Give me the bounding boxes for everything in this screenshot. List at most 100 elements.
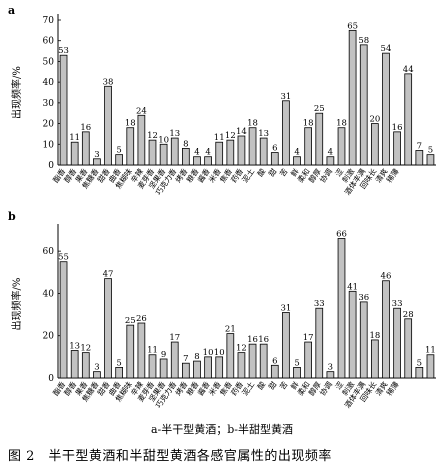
panel-letter-b: b bbox=[8, 210, 16, 223]
data-label: 11 bbox=[69, 133, 80, 143]
bar bbox=[304, 127, 312, 166]
legend-note: a-半干型黄酒；b-半甜型黄酒 bbox=[150, 423, 294, 436]
bar bbox=[371, 339, 379, 379]
data-label: 5 bbox=[116, 358, 121, 368]
bar bbox=[126, 324, 135, 379]
category-label: 泥土 bbox=[239, 379, 256, 397]
data-label: 17 bbox=[303, 333, 314, 343]
bar bbox=[70, 350, 79, 379]
bar bbox=[93, 158, 101, 166]
data-label: 10 bbox=[214, 348, 225, 358]
data-label: 8 bbox=[183, 139, 188, 149]
bar bbox=[170, 137, 179, 166]
data-label: 25 bbox=[125, 316, 136, 326]
y-tick-label: 70 bbox=[43, 16, 55, 26]
bar bbox=[193, 156, 201, 166]
category-label: 酸 bbox=[255, 166, 268, 178]
panel-letter-a: a bbox=[8, 4, 15, 17]
data-label: 55 bbox=[58, 253, 69, 263]
data-label: 10 bbox=[158, 135, 169, 145]
bar bbox=[126, 127, 135, 166]
data-label: 18 bbox=[247, 119, 258, 129]
figure-caption: 图 2 半干型黄酒和半甜型黄酒各感官属性的出现频率 bbox=[8, 449, 332, 464]
data-label: 18 bbox=[125, 119, 136, 129]
y-tick-label: 30 bbox=[43, 99, 55, 109]
data-label: 5 bbox=[428, 146, 433, 156]
bar bbox=[59, 54, 68, 166]
bar bbox=[215, 141, 224, 166]
bar bbox=[270, 152, 279, 166]
bar bbox=[193, 360, 201, 379]
bar bbox=[304, 341, 312, 379]
bar bbox=[159, 358, 168, 379]
data-label: 38 bbox=[103, 77, 114, 87]
data-label: 17 bbox=[169, 333, 180, 343]
bar bbox=[393, 131, 401, 166]
bar bbox=[81, 131, 90, 166]
bar bbox=[315, 307, 324, 379]
bar bbox=[326, 156, 335, 166]
bar bbox=[170, 341, 179, 379]
data-label: 12 bbox=[236, 344, 247, 354]
data-label: 14 bbox=[236, 127, 247, 137]
data-label: 18 bbox=[369, 331, 380, 341]
bar bbox=[382, 280, 390, 379]
bar bbox=[315, 112, 324, 166]
bar bbox=[404, 73, 413, 166]
data-label: 16 bbox=[258, 335, 269, 345]
category-label: 泥土 bbox=[239, 166, 256, 184]
bar bbox=[226, 139, 235, 166]
bar bbox=[104, 85, 112, 166]
bar bbox=[348, 290, 357, 379]
category-label: 涩 bbox=[333, 167, 345, 179]
data-label: 16 bbox=[247, 335, 258, 345]
data-label: 18 bbox=[303, 119, 314, 129]
data-label: 4 bbox=[294, 148, 299, 158]
data-label: 25 bbox=[314, 104, 325, 114]
data-label: 13 bbox=[169, 129, 180, 139]
data-label: 18 bbox=[336, 119, 347, 129]
data-label: 46 bbox=[381, 272, 392, 282]
bar bbox=[404, 318, 413, 379]
bar bbox=[293, 367, 301, 379]
y-axis-label: 出现频率/% bbox=[10, 66, 23, 119]
y-tick-label: 0 bbox=[48, 161, 54, 171]
data-label: 16 bbox=[80, 123, 91, 133]
bar bbox=[104, 278, 112, 379]
bar bbox=[237, 352, 246, 379]
bar bbox=[159, 143, 168, 166]
data-label: 10 bbox=[203, 348, 214, 358]
data-label: 24 bbox=[136, 106, 147, 116]
data-label: 3 bbox=[94, 363, 99, 373]
bar bbox=[359, 44, 368, 166]
data-label: 6 bbox=[272, 144, 277, 154]
data-label: 54 bbox=[381, 44, 392, 54]
bar bbox=[148, 139, 157, 166]
bar bbox=[359, 301, 368, 379]
data-label: 28 bbox=[403, 310, 414, 320]
bar bbox=[426, 154, 435, 166]
bar bbox=[348, 29, 357, 166]
bar bbox=[415, 150, 424, 166]
y-tick-label: 60 bbox=[43, 247, 55, 257]
data-label: 16 bbox=[392, 123, 403, 133]
data-label: 4 bbox=[328, 148, 333, 158]
y-tick-label: 0 bbox=[48, 374, 54, 384]
bar bbox=[182, 148, 190, 166]
bar bbox=[293, 156, 301, 166]
data-label: 33 bbox=[392, 299, 403, 309]
y-tick-label: 50 bbox=[43, 57, 55, 67]
y-tick-label: 20 bbox=[43, 120, 55, 130]
data-label: 8 bbox=[194, 352, 199, 362]
data-label: 11 bbox=[214, 133, 225, 143]
bar bbox=[393, 307, 401, 379]
data-label: 36 bbox=[358, 293, 369, 303]
bar bbox=[137, 322, 146, 379]
bar bbox=[115, 154, 123, 166]
data-label: 65 bbox=[347, 21, 358, 31]
data-label: 11 bbox=[147, 346, 158, 356]
y-axis-label: 出现频率/% bbox=[10, 278, 23, 331]
bar bbox=[204, 156, 212, 166]
data-label: 9 bbox=[161, 350, 166, 360]
